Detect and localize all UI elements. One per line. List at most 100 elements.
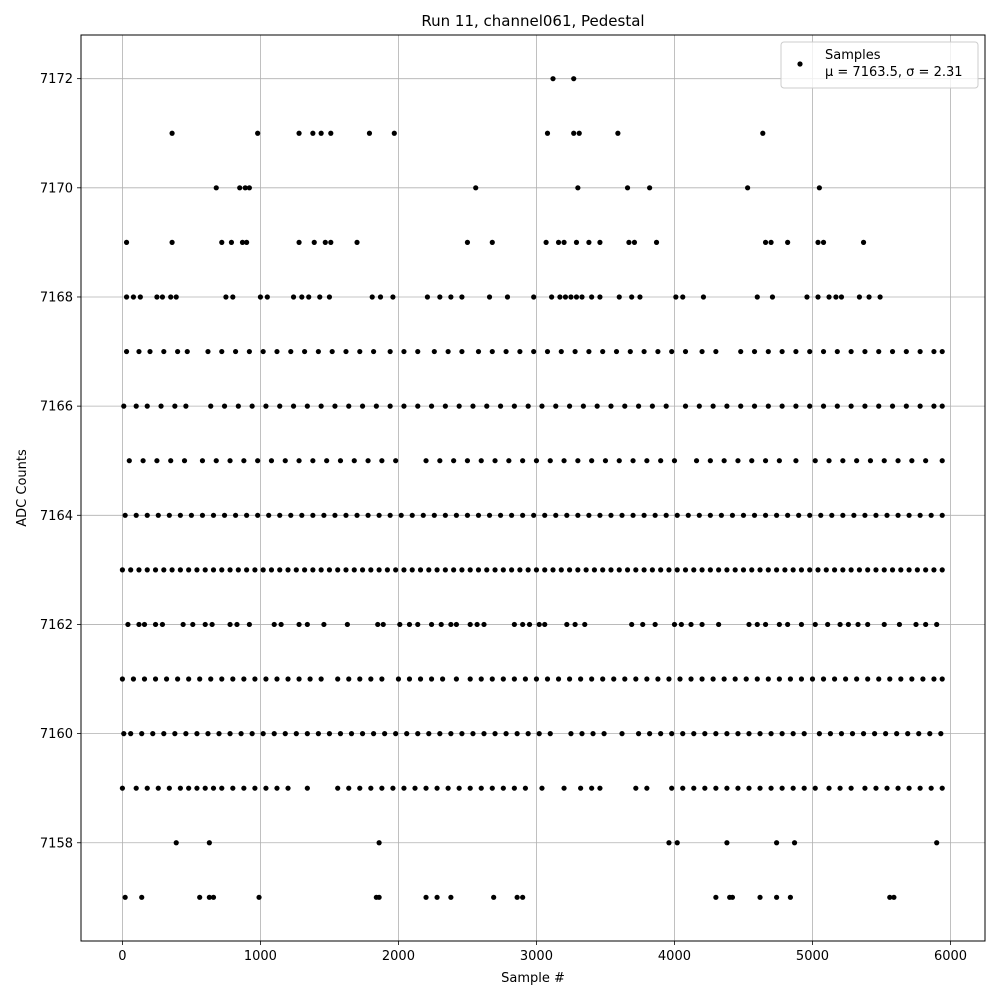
data-point	[376, 894, 382, 900]
data-point	[318, 567, 324, 573]
data-point	[434, 785, 440, 791]
data-point	[854, 458, 860, 464]
data-point	[121, 731, 127, 737]
data-point	[379, 458, 385, 464]
plot-area-frame	[80, 34, 986, 942]
data-point	[285, 785, 291, 791]
data-point	[572, 621, 578, 628]
data-point	[834, 348, 840, 355]
data-point	[816, 185, 822, 191]
data-point	[344, 621, 350, 628]
data-point	[707, 567, 713, 573]
data-point	[718, 512, 724, 518]
data-point	[602, 458, 609, 464]
data-point	[663, 512, 669, 518]
data-point	[762, 512, 769, 518]
data-point	[256, 894, 262, 900]
data-point	[242, 185, 248, 191]
data-point	[677, 676, 683, 682]
data-point	[321, 621, 327, 628]
data-point	[175, 676, 181, 682]
data-point	[326, 294, 333, 300]
data-point	[779, 785, 785, 791]
data-point	[652, 512, 658, 518]
data-point	[122, 512, 128, 518]
data-point	[210, 785, 217, 791]
data-point	[136, 348, 142, 355]
data-point	[757, 894, 763, 900]
data-point	[484, 403, 490, 409]
y-tick-label: 7162	[40, 618, 73, 633]
data-point	[699, 567, 705, 573]
data-point	[544, 676, 551, 682]
data-point	[503, 731, 509, 737]
data-point	[855, 621, 861, 628]
data-point	[743, 676, 749, 682]
data-point	[526, 621, 533, 628]
data-point	[860, 239, 867, 245]
data-point	[804, 294, 810, 300]
data-point	[423, 458, 429, 464]
data-point	[633, 785, 639, 791]
data-point	[136, 567, 142, 573]
data-point	[266, 512, 272, 518]
data-point	[616, 294, 622, 300]
data-point	[807, 403, 813, 409]
data-point	[173, 840, 179, 846]
data-point	[779, 348, 785, 355]
data-point	[564, 621, 570, 628]
data-point	[939, 512, 945, 518]
data-point	[631, 239, 638, 245]
data-point	[827, 731, 834, 737]
data-point	[384, 567, 390, 573]
data-point	[903, 348, 909, 355]
data-point	[354, 239, 360, 245]
data-point	[387, 512, 393, 518]
data-point	[155, 785, 161, 791]
data-point	[757, 785, 763, 791]
legend-stats: μ = 7163.5, σ = 2.31	[825, 65, 963, 80]
data-point	[155, 512, 161, 518]
data-point	[180, 621, 186, 628]
data-point	[746, 731, 752, 737]
data-point	[914, 567, 920, 573]
data-point	[293, 731, 299, 737]
data-point	[653, 239, 660, 245]
data-point	[916, 731, 922, 737]
data-point	[183, 403, 189, 409]
data-point	[909, 458, 915, 464]
data-point	[568, 294, 574, 300]
data-point	[873, 785, 879, 791]
data-point	[773, 840, 780, 846]
data-point	[629, 294, 635, 300]
data-point	[481, 621, 487, 628]
data-point	[431, 348, 437, 355]
data-point	[818, 512, 824, 518]
data-point	[442, 512, 448, 518]
data-point	[219, 567, 225, 573]
data-point	[666, 840, 672, 846]
data-point	[406, 621, 413, 628]
data-point	[862, 785, 868, 791]
data-point	[542, 567, 548, 573]
data-point	[678, 621, 684, 628]
data-point	[315, 731, 321, 737]
data-point	[293, 567, 299, 573]
data-point	[230, 676, 236, 682]
data-point	[669, 785, 675, 791]
data-point	[310, 458, 316, 464]
data-point	[635, 403, 642, 409]
data-point	[887, 894, 893, 900]
data-point	[637, 294, 643, 300]
data-point	[282, 731, 288, 737]
data-point	[533, 458, 540, 464]
data-point	[379, 676, 385, 682]
data-point	[417, 567, 424, 573]
data-point	[326, 731, 333, 737]
data-point	[787, 676, 793, 682]
data-point	[244, 512, 250, 518]
axis-ticks: 0 1000 2000 3000 4000 5000 6000 7158 7160 7162 716…	[40, 72, 967, 964]
data-point	[166, 512, 172, 518]
data-point	[514, 894, 520, 900]
data-point	[263, 403, 269, 409]
